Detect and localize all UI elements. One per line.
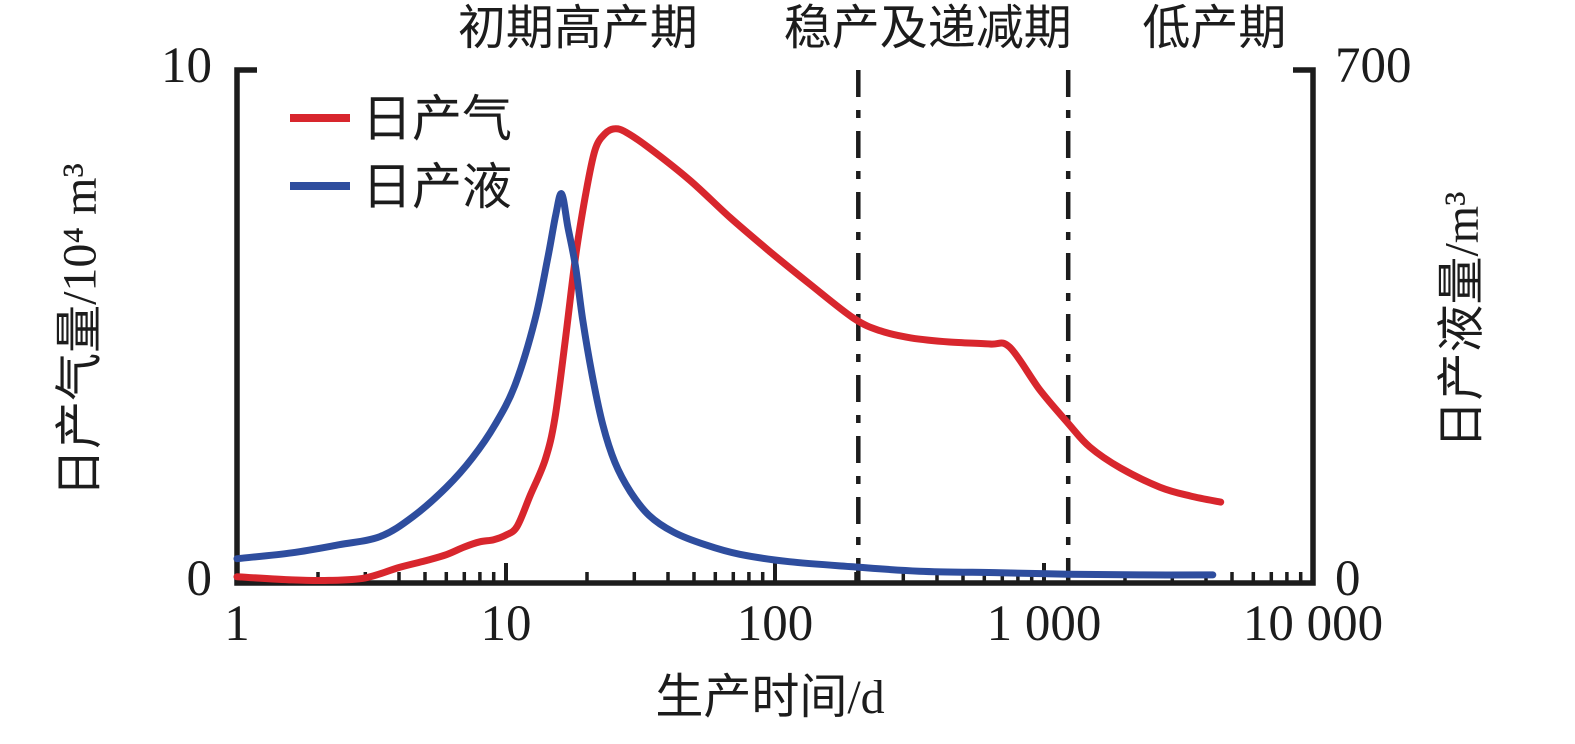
- y-left-max-tick-label: 10: [161, 38, 212, 94]
- x-tick-label-100: 100: [737, 596, 814, 652]
- phase-label-low-production: 低产期: [1142, 2, 1286, 55]
- x-tick-label-1000: 1 000: [987, 596, 1102, 652]
- legend-liquid-label: 日产液: [362, 159, 512, 215]
- y-right-max-tick-label: 700: [1335, 38, 1412, 94]
- y-left-axis-title: 日产气量/10⁴ m³: [54, 163, 107, 497]
- legend: 日产气 日产液: [290, 91, 512, 215]
- y-left-zero-tick-label: 0: [187, 551, 213, 607]
- legend-gas-label: 日产气: [362, 91, 512, 147]
- phase-label-initial-high-production: 初期高产期: [458, 2, 698, 55]
- y-right-axis-title: 日产液量/m³: [1436, 191, 1489, 448]
- x-tick-label-10000: 10 000: [1243, 596, 1383, 652]
- x-tick-label-1: 1: [224, 596, 250, 652]
- x-axis-title: 生产时间/d: [655, 671, 884, 724]
- gas-production-curve: [233, 125, 1225, 585]
- phase-label-stable-and-decline: 稳产及递减期: [784, 2, 1072, 55]
- x-tick-label-10: 10: [481, 596, 532, 652]
- y-right-zero-tick-label: 0: [1335, 551, 1361, 607]
- liquid-production-curve: [233, 190, 1217, 579]
